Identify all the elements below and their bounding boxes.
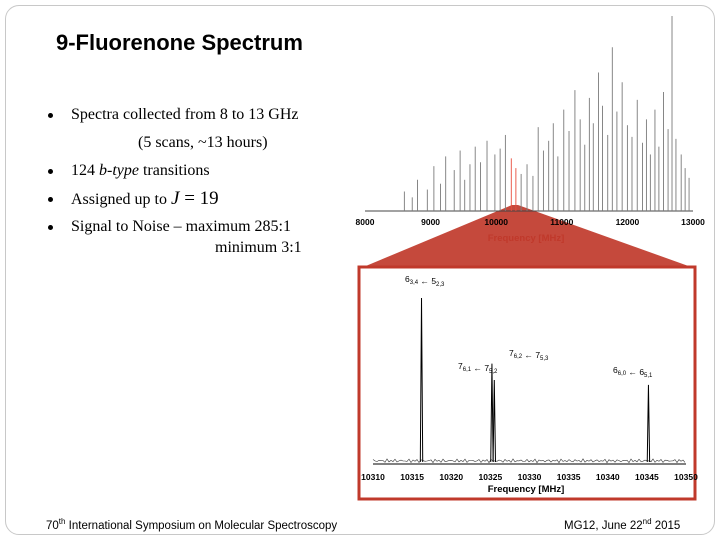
footer-text: 70 [46, 520, 59, 532]
footer-text: MG12, June 22 [564, 520, 643, 532]
bullet-text-part: = 19 [179, 188, 219, 209]
slide: 9-Fluorenone Spectrum Spectra collected … [5, 5, 715, 535]
bullet-text: Signal to Noise – maximum 285:1 [71, 218, 291, 235]
bullet-dot [48, 197, 53, 202]
bullet-text: Spectra collected from 8 to 13 GHz [71, 106, 299, 123]
footer-sup: nd [642, 517, 652, 527]
footer-right: MG12, June 22nd 2015 [564, 517, 681, 532]
bullet-continuation-text: minimum 3:1 [215, 239, 302, 256]
footer-sup: th [58, 517, 66, 527]
bullet-continuation-text: (5 scans, ~13 hours) [138, 134, 268, 151]
footer-left: 70th International Symposium on Molecula… [46, 517, 338, 532]
bullet-continuation: (5 scans, ~13 hours) [138, 134, 268, 152]
bullet-dot [48, 169, 53, 174]
slide-title: 9-Fluorenone Spectrum [56, 30, 303, 55]
bullet-dot [48, 113, 53, 118]
bullet-text: Assigned up to J = 19 [71, 188, 219, 210]
footer-text: 2015 [651, 520, 681, 532]
bullet-dot [48, 225, 53, 230]
bullet-text-part: 124 [71, 162, 99, 179]
bullet-text-part: Assigned up to [71, 191, 171, 208]
bullet-text: 124 b-type transitions [71, 162, 210, 180]
bullet-continuation: minimum 3:1 [215, 239, 302, 257]
bullet-symbol: J [171, 188, 180, 209]
bullet-text-italic: b-type [99, 162, 139, 179]
footer-text: International Symposium on Molecular Spe… [65, 520, 338, 532]
bullet-text-part: transitions [138, 162, 210, 179]
